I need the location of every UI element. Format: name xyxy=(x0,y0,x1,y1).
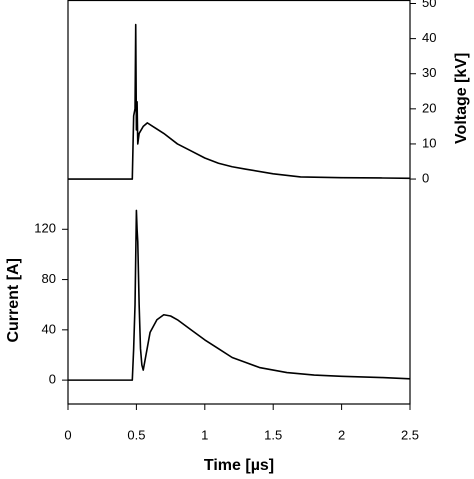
y-tick-label: 20 xyxy=(422,100,436,115)
data-line xyxy=(68,23,411,180)
x-tick-label: 0.5 xyxy=(127,427,145,442)
y-tick-label: 120 xyxy=(34,221,56,236)
x-tick-label: 1.5 xyxy=(264,427,282,442)
data-line xyxy=(68,209,411,381)
y-tick-label: 40 xyxy=(422,30,436,45)
x-axis-label: Time [µs] xyxy=(204,457,274,474)
y-tick-label: 40 xyxy=(42,321,56,336)
y-axis-label: Voltage [kV] xyxy=(453,53,470,144)
x-tick-label: 0 xyxy=(64,427,71,442)
y-tick-label: 10 xyxy=(422,135,436,150)
plot-frame xyxy=(67,0,411,405)
y-axis-label: Current [A] xyxy=(5,258,22,342)
x-tick-label: 2 xyxy=(338,427,345,442)
y-tick-label: 50 xyxy=(422,0,436,10)
y-tick-label: 30 xyxy=(422,65,436,80)
x-tick-label: 2.5 xyxy=(401,427,419,442)
y-tick-label: 0 xyxy=(422,170,429,185)
x-tick-label: 1 xyxy=(201,427,208,442)
y-tick-label: 0 xyxy=(49,372,56,387)
y-tick-label: 80 xyxy=(42,271,56,286)
